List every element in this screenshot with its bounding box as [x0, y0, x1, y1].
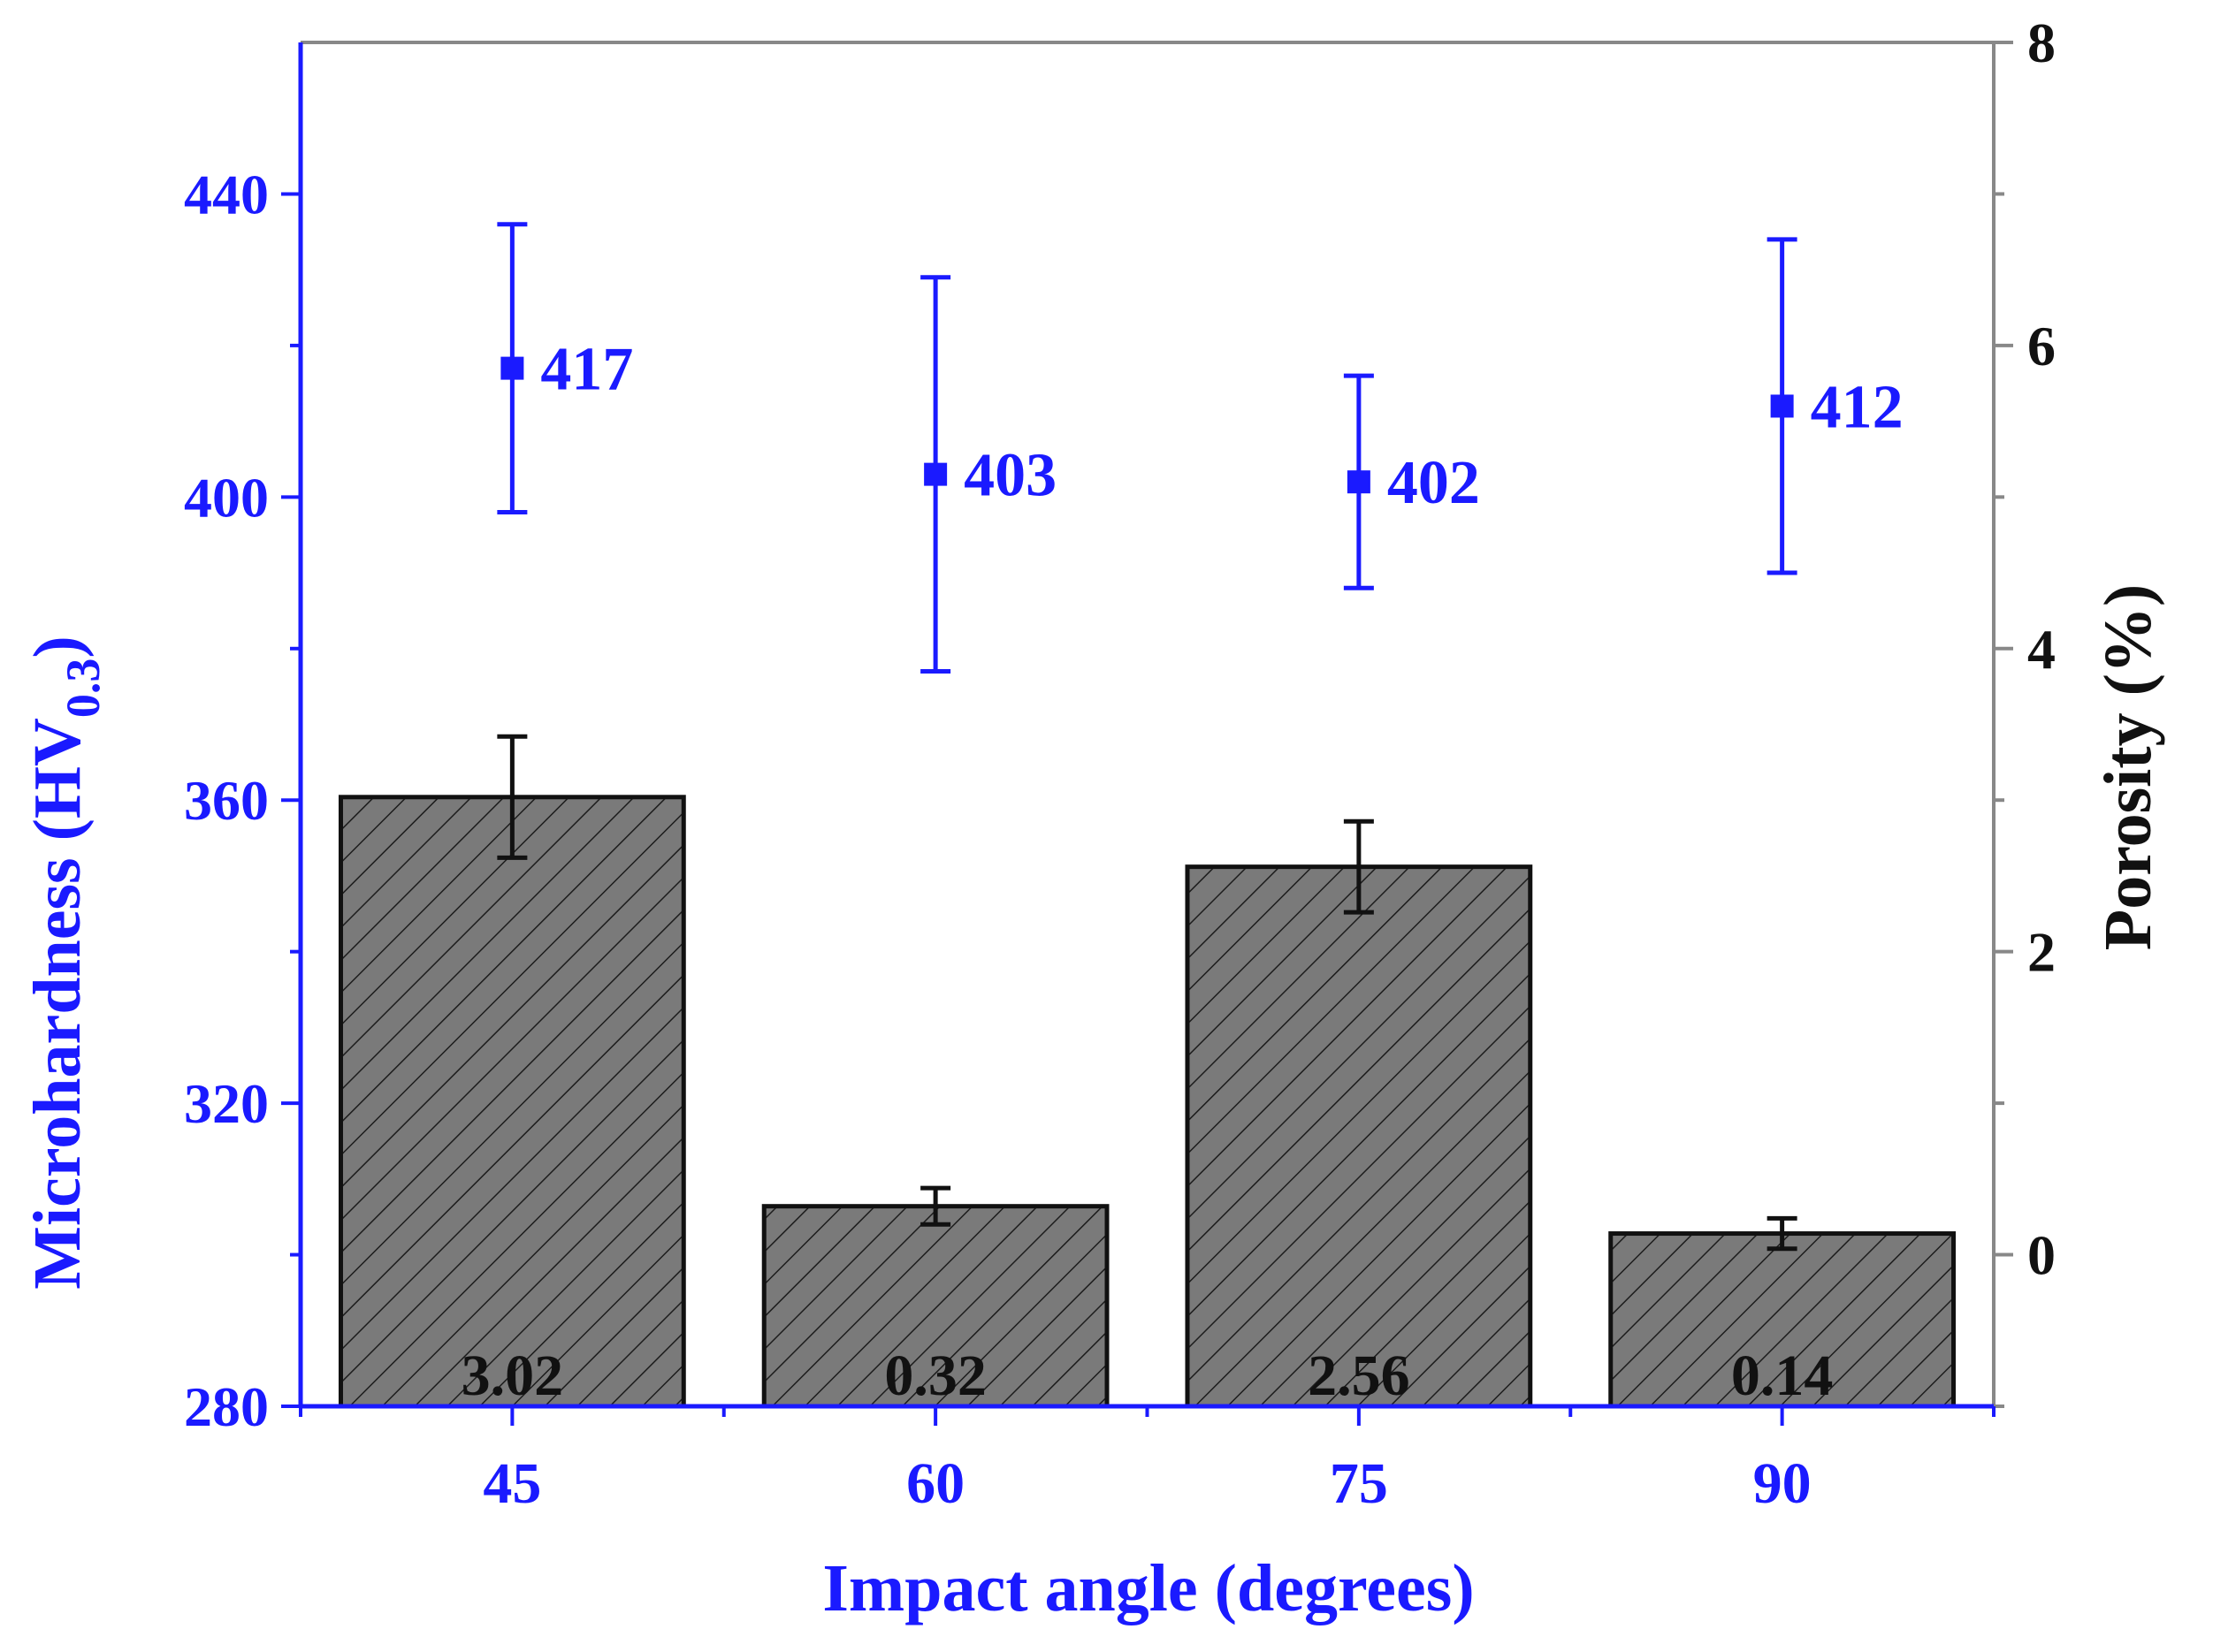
x-axis-title: Impact angle (degrees) — [822, 1551, 1474, 1625]
left-axis-title: Microhardness (HV0.3) — [20, 636, 110, 1289]
bar-value-label: 2.56 — [1308, 1344, 1410, 1408]
left-axis-title-close: ) — [20, 636, 95, 658]
bar-value-label: 0.32 — [884, 1344, 987, 1408]
point-microhardness-60 — [924, 462, 948, 486]
left-axis-title-subscript: 0.3 — [57, 659, 110, 719]
right-axis-title: Porosity (%) — [2091, 584, 2165, 950]
bar-porosity-75 — [1185, 864, 1533, 1409]
left-y-axis: 280 320 360 400 440 — [184, 42, 303, 1438]
x-tick-label: 75 — [1330, 1451, 1388, 1516]
bar-value-label: 0.14 — [1731, 1344, 1834, 1408]
point-value-label: 417 — [540, 336, 633, 404]
point-microhardness-45 — [500, 356, 524, 380]
right-tick-label: 0 — [2027, 1224, 2056, 1287]
x-tick-label: 60 — [906, 1451, 965, 1516]
right-tick-label: 4 — [2027, 618, 2056, 681]
left-tick-label: 400 — [184, 466, 269, 529]
point-value-label: 402 — [1387, 449, 1480, 517]
bar-porosity-60 — [761, 1204, 1110, 1409]
left-tick-label: 280 — [184, 1375, 269, 1438]
point-microhardness-75 — [1347, 470, 1370, 494]
right-y-axis: 0 2 4 6 8 — [1994, 11, 2056, 1408]
point-value-label: 412 — [1811, 373, 1904, 441]
right-tick-label: 8 — [2027, 11, 2056, 74]
porosity-bars: 3.02 0.32 2.56 0.14 — [338, 734, 1957, 1409]
right-tick-label: 6 — [2027, 315, 2056, 377]
left-axis-title-main: Microhardness (HV — [20, 718, 95, 1290]
bar-value-label: 3.02 — [462, 1344, 564, 1408]
x-tick-label: 45 — [483, 1451, 541, 1516]
left-tick-label: 320 — [184, 1072, 269, 1135]
left-tick-label: 440 — [184, 163, 269, 225]
right-tick-label: 2 — [2027, 921, 2056, 984]
x-axis: 45 60 75 90 — [299, 1404, 1996, 1516]
left-tick-label: 360 — [184, 769, 269, 832]
microhardness-points: 417 403 402 412 — [497, 222, 1904, 674]
bar-porosity-90 — [1608, 1231, 1957, 1409]
point-value-label: 403 — [964, 442, 1057, 510]
point-microhardness-90 — [1770, 394, 1794, 418]
plot-frame — [301, 41, 1996, 1406]
x-tick-label: 90 — [1753, 1451, 1812, 1516]
bar-porosity-45 — [338, 795, 686, 1409]
